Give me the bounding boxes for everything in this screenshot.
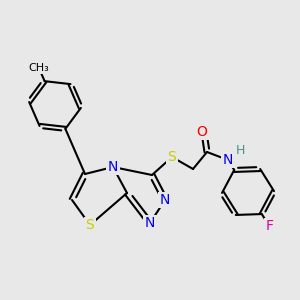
Text: N: N bbox=[145, 216, 155, 230]
Text: S: S bbox=[168, 150, 176, 164]
Text: O: O bbox=[196, 125, 207, 139]
Text: N: N bbox=[108, 160, 118, 174]
Text: CH₃: CH₃ bbox=[29, 63, 50, 73]
Text: S: S bbox=[85, 218, 94, 232]
Text: H: H bbox=[235, 145, 245, 158]
Text: F: F bbox=[265, 219, 273, 233]
Text: N: N bbox=[160, 193, 170, 207]
Text: N: N bbox=[223, 153, 233, 167]
